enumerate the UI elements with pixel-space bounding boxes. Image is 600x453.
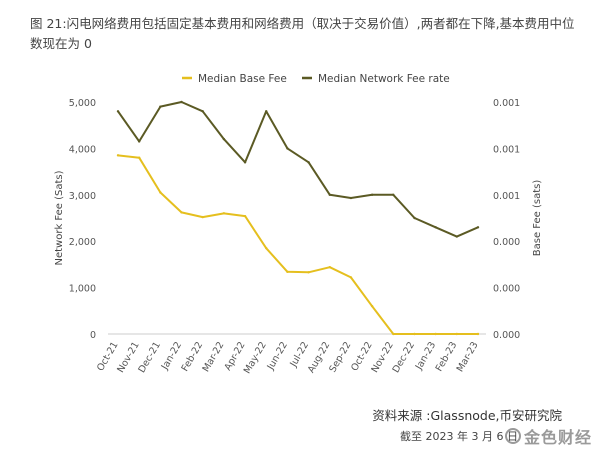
series-2-point <box>476 226 480 229</box>
series-1-point <box>455 332 459 336</box>
series-2-point <box>222 137 226 141</box>
series-line-2 <box>117 101 479 238</box>
series-1-point <box>392 332 395 336</box>
series-2-point <box>159 105 162 108</box>
series-1-point <box>116 154 120 157</box>
left-tick-label: 3,000 <box>69 191 96 202</box>
series-2-point <box>137 140 141 143</box>
x-tick-label: Jun-22 <box>265 340 290 373</box>
series-1-point <box>307 271 310 274</box>
series-2-point <box>201 110 204 113</box>
legend-label-2: Median Network Fee rate <box>318 73 450 85</box>
series-1-point <box>286 270 289 274</box>
y-axis-title-left: Network Fee (Sats) <box>54 170 65 265</box>
series-1-point <box>349 276 353 279</box>
watermark-text: 金色财经 <box>523 428 592 447</box>
legend-label-1: Median Base Fee <box>198 73 287 85</box>
left-tick-label: 4,000 <box>69 144 96 155</box>
series-1-point <box>434 332 437 336</box>
right-tick-label: 0.000 <box>493 284 520 295</box>
series-1-point <box>370 304 374 308</box>
series-line-1 <box>117 154 478 335</box>
series-1-point <box>137 156 141 159</box>
date-note: 截至 2023 年 3 月 6 日 <box>400 430 518 443</box>
left-tick-label: 0 <box>90 330 96 341</box>
watermark: 金色财经 <box>504 424 592 448</box>
right-tick-label: 0.001 <box>493 191 520 202</box>
series-1-point <box>476 332 480 336</box>
left-tick-label: 5,000 <box>69 98 96 109</box>
series-2-point <box>370 193 374 196</box>
series-2-point <box>265 110 268 113</box>
watermark-logo-icon <box>504 428 521 444</box>
series-2-point <box>328 193 331 196</box>
y-axis-title-right: Base Fee (sats) <box>532 180 543 257</box>
series-1-point <box>180 211 183 214</box>
left-tick-label: 2,000 <box>69 237 96 248</box>
series-1-point <box>265 246 268 250</box>
right-tick-label: 0.000 <box>493 237 520 248</box>
series-2-point <box>307 161 310 164</box>
series-1-point <box>201 215 204 219</box>
series-1-point <box>243 214 247 218</box>
series-2-point <box>434 226 437 229</box>
series-1-point <box>413 332 416 336</box>
right-tick-label: 0.001 <box>493 144 520 155</box>
right-tick-label: 0.001 <box>493 98 520 109</box>
left-tick-label: 1,000 <box>69 284 96 295</box>
figure-caption: 图 21:闪电网络费用包括固定基本费用和网络费用（取决于交易价值）,两者都在下降… <box>30 16 575 51</box>
series-2-point <box>455 235 459 238</box>
series-1-point <box>159 191 162 194</box>
series-2-point <box>180 100 183 104</box>
series-2-point <box>116 110 120 113</box>
source-note: 资料来源 :Glassnode,币安研究院 <box>372 408 562 423</box>
series-2-point <box>286 147 289 150</box>
series-2-point <box>413 216 416 220</box>
series-2-point <box>349 196 353 200</box>
series-1-point <box>328 265 331 269</box>
right-tick-label: 0.000 <box>493 330 520 341</box>
series-2-point <box>392 193 395 196</box>
series-2-point <box>243 161 247 164</box>
series-1-point <box>222 212 226 215</box>
